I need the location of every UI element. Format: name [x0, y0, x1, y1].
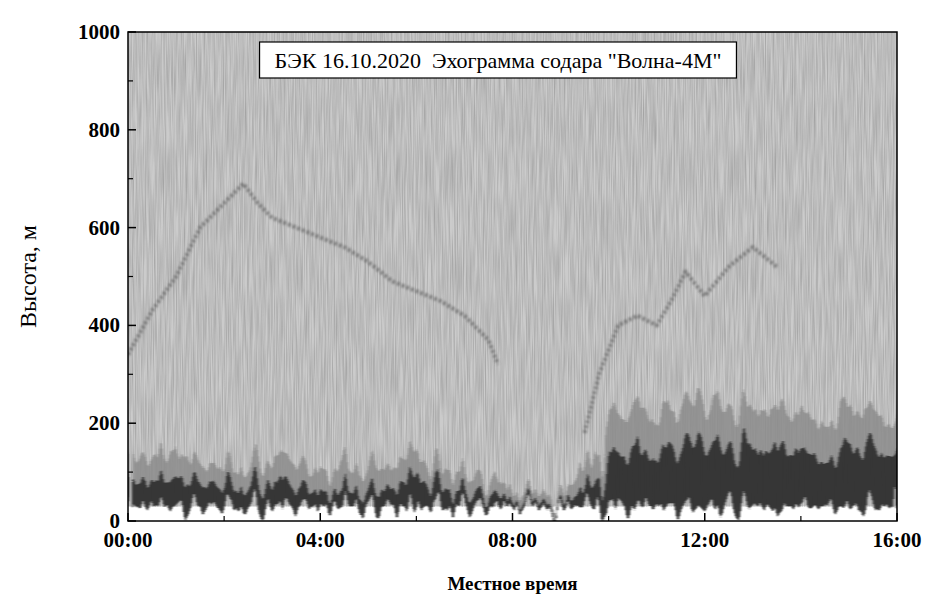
- x-tick-label: 04:00: [296, 528, 345, 552]
- x-tick: [512, 513, 514, 521]
- echo-layer: [128, 443, 897, 507]
- y-tick: [128, 31, 136, 33]
- plot-area: [128, 32, 897, 506]
- x-minor-tick: [800, 516, 801, 521]
- y-tick-label: 1000: [78, 20, 120, 44]
- elevated-layer: [128, 184, 777, 433]
- x-tick: [704, 513, 706, 521]
- y-minor-tick: [128, 374, 133, 375]
- y-tick: [128, 422, 136, 424]
- y-tick-label: 600: [89, 216, 121, 240]
- y-minor-tick: [128, 472, 133, 473]
- title-frame: [260, 42, 737, 78]
- x-minor-tick: [608, 516, 609, 521]
- y-tick-label: 400: [89, 313, 121, 337]
- x-axis-title: Местное время: [447, 573, 577, 594]
- frame: [128, 32, 897, 521]
- chart: 0200400600800100000:0004:0008:0012:0016:…: [0, 0, 935, 601]
- echo-layer: [128, 404, 897, 507]
- y-tick: [128, 227, 136, 229]
- x-tick: [127, 513, 129, 521]
- y-minor-tick: [128, 80, 133, 81]
- x-minor-tick: [224, 516, 225, 521]
- y-tick-label: 800: [89, 118, 121, 142]
- echo-texture: [128, 32, 897, 506]
- y-minor-tick: [128, 276, 133, 277]
- x-tick: [896, 513, 898, 521]
- title-box: БЭК 16.10.2020 Эхограмма содара "Волна-4…: [260, 42, 737, 78]
- echo-background: [128, 32, 897, 506]
- y-axis-title: Высота, м: [15, 225, 41, 328]
- x-tick-label: 00:00: [104, 528, 153, 552]
- title: БЭК 16.10.2020 Эхограмма содара "Волна-4…: [275, 48, 722, 73]
- y-tick: [128, 325, 136, 327]
- y-tick: [128, 520, 136, 522]
- x-tick: [320, 513, 322, 521]
- x-tick-label: 12:00: [680, 528, 729, 552]
- x-tick-label: 16:00: [873, 528, 922, 552]
- y-minor-tick: [128, 178, 133, 179]
- x-minor-tick: [416, 516, 417, 521]
- y-tick-label: 200: [89, 411, 121, 435]
- x-tick-label: 08:00: [488, 528, 537, 552]
- y-tick: [128, 129, 136, 131]
